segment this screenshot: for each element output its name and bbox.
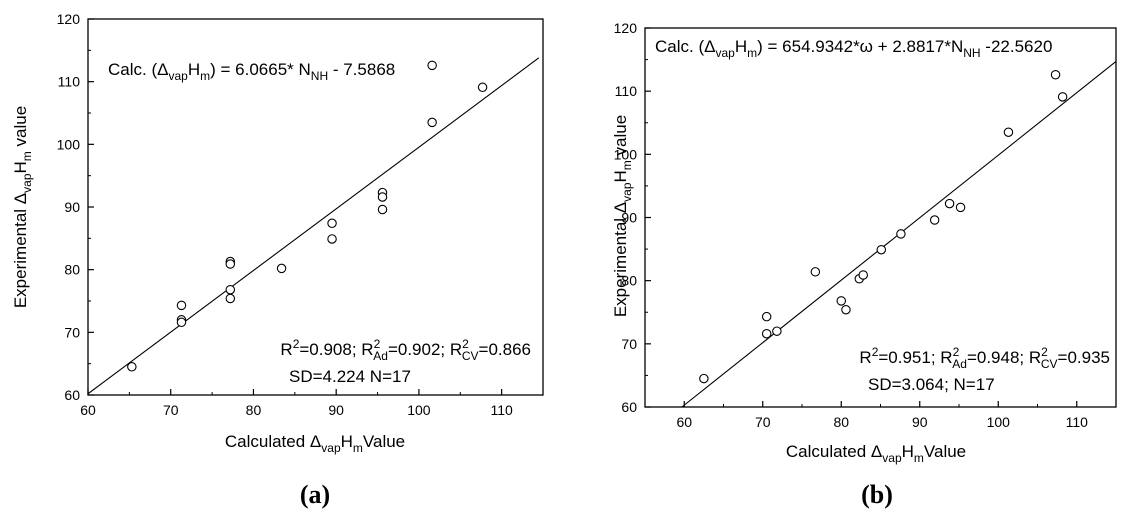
data-point: [327, 234, 337, 244]
x-axis-label: Calculated ΔvapHmValue: [225, 432, 405, 455]
data-points-group: [127, 60, 488, 372]
y-tick-label: 110: [615, 83, 638, 99]
data-point: [761, 328, 772, 339]
x-tick-label: 70: [755, 414, 771, 430]
x-tick-label: 60: [676, 414, 692, 430]
regression-line-group: [87, 57, 540, 395]
chart-panel-b: 60 70 80 90 100 110 60 70 80 90 100 110 120 Calcula…: [611, 20, 1117, 509]
data-point: [772, 326, 782, 336]
data-point: [176, 317, 187, 328]
x-tick-label: 90: [912, 414, 928, 430]
data-point: [377, 192, 388, 202]
x-tick-label: 70: [163, 402, 179, 418]
data-point: [876, 244, 887, 255]
data-points-group: [699, 69, 1068, 384]
data-point: [176, 300, 187, 311]
y-tick-label: 70: [621, 336, 637, 352]
regression-equation: Calc. (ΔvapHm) = 6.0665* NNH - 7.5868: [108, 60, 395, 83]
y-tick-label: 90: [621, 210, 637, 226]
data-point: [836, 296, 846, 306]
data-point: [896, 229, 906, 239]
y-tick-label: 60: [64, 387, 80, 403]
data-point: [327, 218, 337, 229]
x-tick-label: 80: [246, 402, 262, 418]
data-point: [225, 293, 236, 304]
x-tick-label: 110: [490, 402, 513, 418]
fit-statistics: R2=0.951; R2 Ad=0.948; R2 CV=0.935: [859, 345, 1110, 371]
data-point: [1050, 69, 1061, 80]
panel-label-b: (b): [861, 480, 893, 509]
y-tick-label: 110: [58, 74, 81, 90]
data-point: [1003, 127, 1014, 137]
y-axis-ticks: 60 70 80 90 100 110 120: [614, 20, 651, 415]
data-point: [477, 82, 488, 93]
x-axis-ticks: 60 70 80 90 100 110: [80, 389, 544, 418]
x-axis-label: Calculated ΔvapHmValue: [786, 442, 966, 465]
data-point: [225, 284, 236, 295]
x-tick-label: 90: [328, 402, 344, 418]
x-tick-label: 110: [1066, 414, 1089, 430]
regression-line: [87, 57, 540, 395]
data-point: [944, 198, 955, 209]
x-axis-ticks: 60 70 80 90 100 110: [644, 401, 1117, 430]
data-point: [377, 204, 388, 215]
data-point: [841, 304, 851, 315]
panel-label-a: (a): [300, 480, 330, 509]
data-point: [276, 263, 287, 274]
data-point: [225, 259, 236, 269]
y-axis-label: Experimental ΔvapHm value: [611, 115, 634, 317]
fit-statistics-sd-n: SD=3.064; N=17: [868, 375, 995, 394]
y-tick-label: 80: [64, 262, 80, 278]
x-tick-label: 80: [833, 414, 849, 430]
data-point: [858, 270, 868, 280]
data-point: [1057, 92, 1068, 102]
data-point: [761, 311, 772, 322]
fit-statistics-sd-n: SD=4.224 N=17: [289, 367, 411, 386]
chart-panel-a: 60 70 80 90 100 110 60 70 80 90 100 110 120 Calcula…: [11, 11, 544, 509]
data-point: [810, 267, 821, 277]
x-tick-label: 100: [987, 414, 1011, 430]
data-point: [127, 362, 137, 372]
x-tick-label: 100: [407, 402, 431, 418]
x-tick-label: 60: [80, 402, 96, 418]
y-tick-label: 90: [64, 199, 80, 215]
y-axis-label: Experimental ΔvapHm value: [11, 106, 34, 308]
y-axis-ticks: 60 70 80 90 100 110 120: [57, 11, 94, 403]
y-tick-label: 80: [621, 273, 637, 289]
data-point: [929, 215, 940, 225]
y-tick-label: 70: [64, 324, 80, 340]
data-point: [699, 373, 709, 384]
y-tick-label: 100: [614, 146, 638, 162]
y-tick-label: 60: [621, 399, 637, 415]
data-point: [427, 60, 437, 71]
fit-statistics: R2=0.908; R2 Ad=0.902; R2 CV=0.866: [280, 337, 531, 363]
data-point: [427, 117, 437, 128]
data-point: [955, 202, 966, 213]
regression-equation: Calc. (ΔvapHm) = 654.9342*ω + 2.8817*NNH…: [655, 37, 1052, 60]
y-tick-label: 120: [57, 11, 81, 27]
y-tick-label: 120: [614, 20, 638, 36]
y-tick-label: 100: [57, 136, 81, 152]
